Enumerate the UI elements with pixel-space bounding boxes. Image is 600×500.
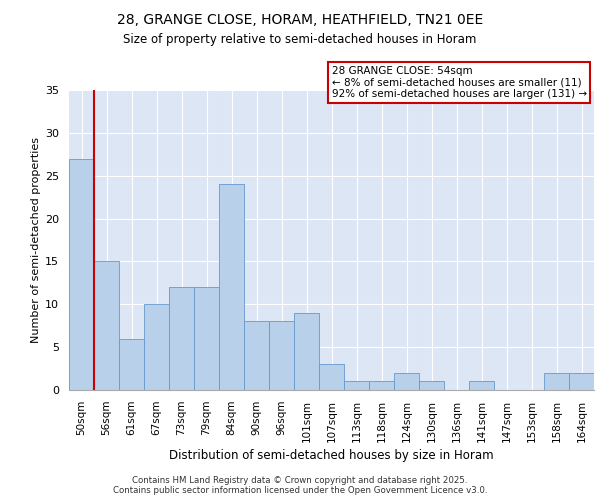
Text: 28, GRANGE CLOSE, HORAM, HEATHFIELD, TN21 0EE: 28, GRANGE CLOSE, HORAM, HEATHFIELD, TN2… [117, 12, 483, 26]
Bar [144, 304, 169, 390]
Text: Contains HM Land Registry data © Crown copyright and database right 2025.: Contains HM Land Registry data © Crown c… [132, 476, 468, 485]
Bar [544, 373, 569, 390]
Bar [394, 373, 419, 390]
Text: Contains public sector information licensed under the Open Government Licence v3: Contains public sector information licen… [113, 486, 487, 495]
Bar [419, 382, 444, 390]
Bar [344, 382, 369, 390]
Bar [469, 382, 494, 390]
Bar [69, 158, 94, 390]
Bar [244, 322, 269, 390]
Text: 28 GRANGE CLOSE: 54sqm
← 8% of semi-detached houses are smaller (11)
92% of semi: 28 GRANGE CLOSE: 54sqm ← 8% of semi-deta… [331, 66, 587, 99]
Bar [94, 262, 119, 390]
Bar [569, 373, 594, 390]
Bar [169, 287, 194, 390]
Text: Size of property relative to semi-detached houses in Horam: Size of property relative to semi-detach… [124, 32, 476, 46]
Bar [269, 322, 294, 390]
Bar [194, 287, 219, 390]
Y-axis label: Number of semi-detached properties: Number of semi-detached properties [31, 137, 41, 343]
Bar [294, 313, 319, 390]
Bar [369, 382, 394, 390]
Bar [319, 364, 344, 390]
Bar [219, 184, 244, 390]
Bar [119, 338, 144, 390]
X-axis label: Distribution of semi-detached houses by size in Horam: Distribution of semi-detached houses by … [169, 449, 494, 462]
